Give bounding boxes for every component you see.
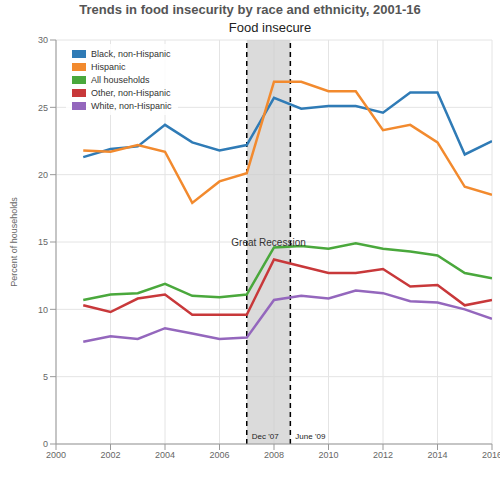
svg-text:20: 20 — [38, 170, 48, 180]
html-text:White, non-Hispanic: White, non-Hispanic — [91, 100, 172, 111]
svg-text:2016: 2016 — [482, 450, 492, 460]
svg-text:2006: 2006 — [209, 450, 229, 460]
svg-text:Great Recession: Great Recession — [231, 237, 305, 248]
svg-text:0: 0 — [43, 439, 48, 449]
html-text:Other, non-Hispanic: Other, non-Hispanic — [91, 87, 171, 98]
svg-text:June '09: June '09 — [295, 432, 326, 441]
svg-text:2002: 2002 — [100, 450, 120, 460]
svg-text:10: 10 — [38, 305, 48, 315]
html-text:Black, non-Hispanic: Black, non-Hispanic — [91, 48, 171, 59]
svg-text:25: 25 — [38, 103, 48, 113]
html-text:Hispanic: Hispanic — [91, 61, 126, 72]
svg-text:2008: 2008 — [264, 450, 284, 460]
svg-text:5: 5 — [43, 372, 48, 382]
svg-text:Percent of households: Percent of households — [9, 197, 19, 287]
html-text:Trends in food insecurity by r: Trends in food insecurity by race and et… — [79, 2, 421, 17]
html-text:Food insecure: Food insecure — [228, 20, 312, 35]
svg-text:2010: 2010 — [318, 450, 338, 460]
svg-text:2012: 2012 — [373, 450, 393, 460]
svg-text:Dec '07: Dec '07 — [252, 432, 279, 441]
svg-text:2014: 2014 — [427, 450, 447, 460]
svg-text:2000: 2000 — [46, 450, 66, 460]
svg-text:15: 15 — [38, 237, 48, 247]
html-text:All households: All households — [91, 74, 150, 85]
svg-text:2004: 2004 — [155, 450, 175, 460]
svg-text:30: 30 — [38, 35, 48, 45]
